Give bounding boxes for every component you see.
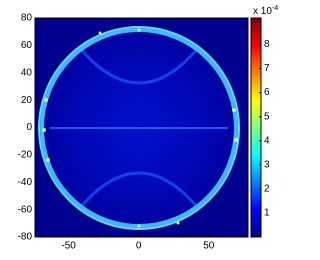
colorbar-tick-label: 4	[264, 135, 270, 146]
x-tick-label: 50	[203, 241, 215, 252]
colorbar-tick-label: 1	[264, 208, 270, 219]
y-tick-label: -40	[18, 177, 33, 188]
x-pattern	[50, 47, 228, 209]
chart: x 10-4 -50 0 50 -80 -60 -40 -20 0 20 40 60 80 1 2 3 4 5 6…	[18, 5, 279, 252]
colorbar	[250, 17, 262, 238]
heatmap-field	[35, 18, 248, 237]
colorbar-tick-label: 3	[264, 159, 270, 170]
y-tick-label: 0	[26, 122, 32, 133]
colorbar-exponent: -4	[272, 5, 278, 12]
colorbar-tick-label: 2	[264, 184, 270, 195]
colorbar-tick-label: 7	[264, 63, 270, 74]
colorbar-tick-label: 5	[264, 111, 270, 122]
colorbar-tick-label: 6	[264, 87, 270, 98]
ring-outer	[38, 26, 240, 230]
y-tick-label: 80	[21, 13, 33, 24]
y-tick-label: 60	[21, 40, 33, 51]
colorbar-tick-label: 8	[264, 39, 270, 50]
x-tick-label: 0	[136, 241, 142, 252]
y-tick-label: 40	[21, 67, 33, 78]
colorbar-base: x 10	[253, 6, 272, 17]
x-tick-label: -50	[61, 241, 76, 252]
y-tick-label: -80	[18, 232, 33, 243]
y-tick-label: -60	[18, 204, 33, 215]
y-tick-label: -20	[18, 150, 33, 161]
colorbar-label: x 10-4	[253, 5, 278, 17]
hot-spots	[42, 28, 238, 228]
y-tick-label: 20	[21, 95, 33, 106]
